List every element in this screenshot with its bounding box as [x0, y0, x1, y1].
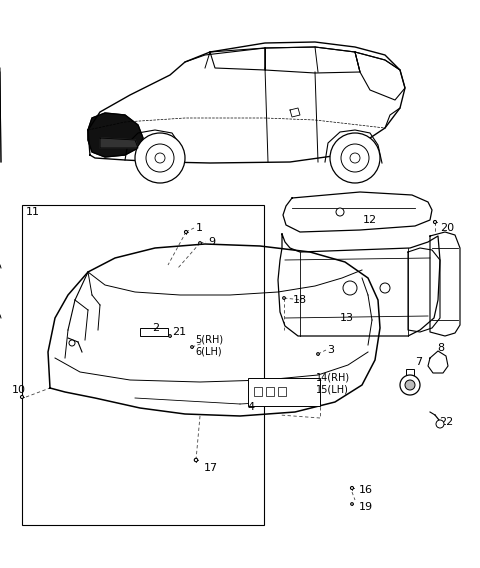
Circle shape [350, 153, 360, 163]
Circle shape [350, 486, 353, 490]
Text: 21: 21 [172, 327, 186, 337]
Bar [266, 387, 274, 396]
Bar [254, 387, 262, 396]
Circle shape [146, 144, 174, 172]
Bar [22, 205, 264, 525]
Circle shape [168, 335, 171, 337]
Polygon shape [100, 138, 138, 148]
Text: 4: 4 [247, 402, 254, 412]
Text: 6(LH): 6(LH) [195, 346, 222, 356]
Text: 9: 9 [208, 237, 215, 247]
Text: 14(RH): 14(RH) [316, 372, 350, 382]
Circle shape [433, 220, 436, 224]
Bar [140, 328, 168, 336]
Text: 16: 16 [359, 485, 373, 495]
Circle shape [436, 420, 444, 428]
Circle shape [69, 340, 75, 346]
Bar [406, 369, 414, 377]
Text: 1: 1 [196, 223, 203, 233]
Circle shape [135, 133, 185, 183]
Text: 22: 22 [439, 417, 453, 427]
Circle shape [336, 208, 344, 216]
Text: 3: 3 [327, 345, 334, 355]
Circle shape [283, 296, 285, 299]
Bar [248, 378, 320, 406]
Bar [278, 387, 286, 396]
Text: 2: 2 [152, 323, 159, 333]
Text: 20: 20 [440, 223, 454, 233]
Text: 18: 18 [293, 295, 307, 305]
Circle shape [317, 353, 319, 356]
Circle shape [380, 283, 390, 293]
Circle shape [199, 241, 201, 244]
Text: 8: 8 [437, 343, 444, 353]
Text: 19: 19 [359, 502, 373, 512]
Circle shape [330, 133, 380, 183]
Text: 17: 17 [204, 463, 218, 473]
Circle shape [343, 281, 357, 295]
Polygon shape [88, 113, 143, 157]
Text: 15(LH): 15(LH) [316, 384, 349, 394]
Circle shape [405, 380, 415, 390]
Circle shape [341, 144, 369, 172]
Circle shape [155, 153, 165, 163]
Circle shape [351, 503, 353, 506]
Text: 5(RH): 5(RH) [195, 334, 223, 344]
Text: 13: 13 [340, 313, 354, 323]
Circle shape [21, 395, 24, 399]
Text: 12: 12 [363, 215, 377, 225]
Text: 7: 7 [415, 357, 422, 367]
Circle shape [184, 231, 188, 233]
Circle shape [400, 375, 420, 395]
Circle shape [191, 346, 193, 348]
Text: 11: 11 [26, 207, 40, 217]
Circle shape [194, 458, 198, 462]
Text: 10: 10 [12, 385, 26, 395]
